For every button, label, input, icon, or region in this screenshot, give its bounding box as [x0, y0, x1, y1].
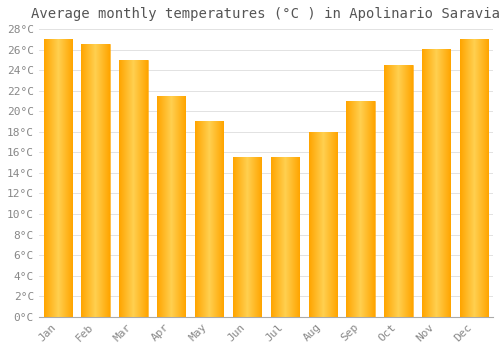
Title: Average monthly temperatures (°C ) in Apolinario Saravia: Average monthly temperatures (°C ) in Ap… [32, 7, 500, 21]
